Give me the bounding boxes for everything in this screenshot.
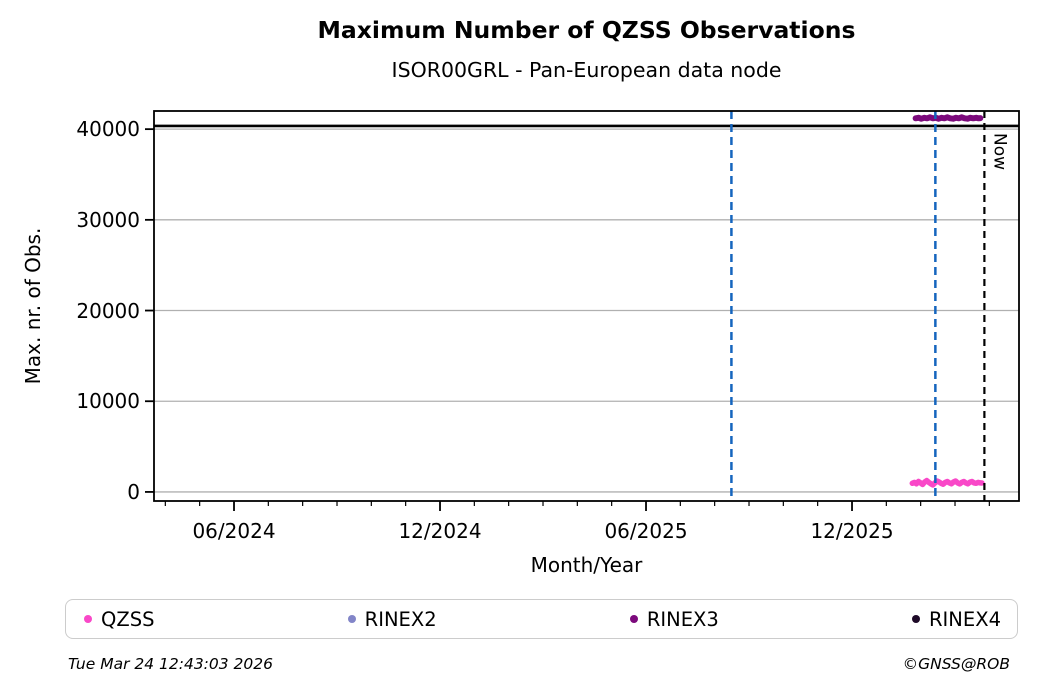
plot-frame <box>153 110 1020 502</box>
rinex3-marker-icon <box>629 615 638 623</box>
qzss-marker-icon <box>84 615 92 623</box>
copyright-credit: ©GNSS@ROB <box>902 655 1010 673</box>
now-annotation: Now <box>989 133 1010 171</box>
legend-label-rinex4: RINEX4 <box>929 607 1001 631</box>
y-tick-label-30000: 30000 <box>76 207 140 232</box>
legend-box: QZSS RINEX2 RINEX3 RINEX4 <box>65 599 1018 639</box>
y-tick-label-20000: 20000 <box>76 298 140 323</box>
x-tick-label-06/2024: 06/2024 <box>192 519 276 543</box>
chart-title: Maximum Number of QZSS Observations <box>317 16 856 44</box>
rinex2-marker-icon <box>347 615 356 623</box>
series-rinex3-line <box>912 114 984 122</box>
y-tick-label-0: 0 <box>127 479 140 504</box>
rinex4-marker-icon <box>912 615 920 623</box>
legend-item-rinex2: RINEX2 <box>347 607 437 631</box>
y-tick-label-40000: 40000 <box>76 117 140 142</box>
x-tick-label-12/2025: 12/2025 <box>810 519 894 543</box>
legend-label-qzss: QZSS <box>101 607 155 631</box>
plot-timestamp: Tue Mar 24 12:43:03 2026 <box>68 655 274 673</box>
legend-label-rinex3: RINEX3 <box>646 607 719 631</box>
x-axis-label: Month/Year <box>530 553 643 577</box>
x-tick-label-12/2024: 12/2024 <box>398 519 482 543</box>
x-tick-label-06/2025: 06/2025 <box>604 519 688 543</box>
legend-item-rinex4: RINEX4 <box>912 608 1001 631</box>
chart-subtitle: ISOR00GRL - Pan-European data node <box>391 58 782 82</box>
series-qzss-line <box>909 477 985 488</box>
legend-label-rinex2: RINEX2 <box>364 607 437 631</box>
legend-item-qzss: QZSS <box>84 608 154 631</box>
legend-item-rinex3: RINEX3 <box>629 607 719 631</box>
y-tick-label-10000: 10000 <box>76 389 140 414</box>
